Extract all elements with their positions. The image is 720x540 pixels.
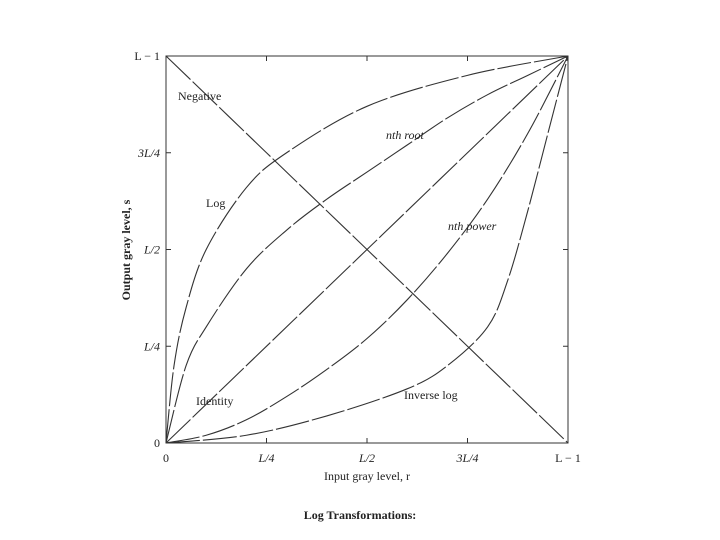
figure-caption: Log Transformations: xyxy=(303,508,417,522)
tick-labels: 0 L/4 L/2 3L/4 L − 1 0 L/4 L/2 3L/4 L − 1 xyxy=(134,49,580,465)
y-tick-label: 0 xyxy=(154,436,160,450)
label-identity: Identity xyxy=(196,394,233,408)
curve-nth-root xyxy=(165,55,569,444)
x-tick-label: L/4 xyxy=(257,451,274,465)
y-tick-label: L − 1 xyxy=(134,49,160,63)
x-tick-label: L − 1 xyxy=(555,451,581,465)
label-negative: Negative xyxy=(178,89,221,103)
curve-inverse-log xyxy=(165,55,569,444)
x-tick-label: L/2 xyxy=(358,451,375,465)
y-axis-label: Output gray level, s xyxy=(119,199,133,300)
x-tick-label: 3L/4 xyxy=(455,451,478,465)
y-tick-label: 3L/4 xyxy=(137,146,160,160)
curves xyxy=(165,55,569,444)
x-tick-label: 0 xyxy=(163,451,169,465)
label-nth-root: nth root xyxy=(386,128,425,142)
curve-log xyxy=(165,55,569,444)
x-axis-label: Input gray level, r xyxy=(324,469,410,483)
curve-identity xyxy=(165,55,569,444)
label-inverse-log: Inverse log xyxy=(404,388,458,402)
tick-marks xyxy=(165,55,569,444)
label-log: Log xyxy=(206,196,225,210)
label-nth-power: nth power xyxy=(448,219,497,233)
curve-nth-power xyxy=(165,55,569,444)
y-tick-label: L/2 xyxy=(143,243,160,257)
y-tick-label: L/4 xyxy=(143,339,160,353)
